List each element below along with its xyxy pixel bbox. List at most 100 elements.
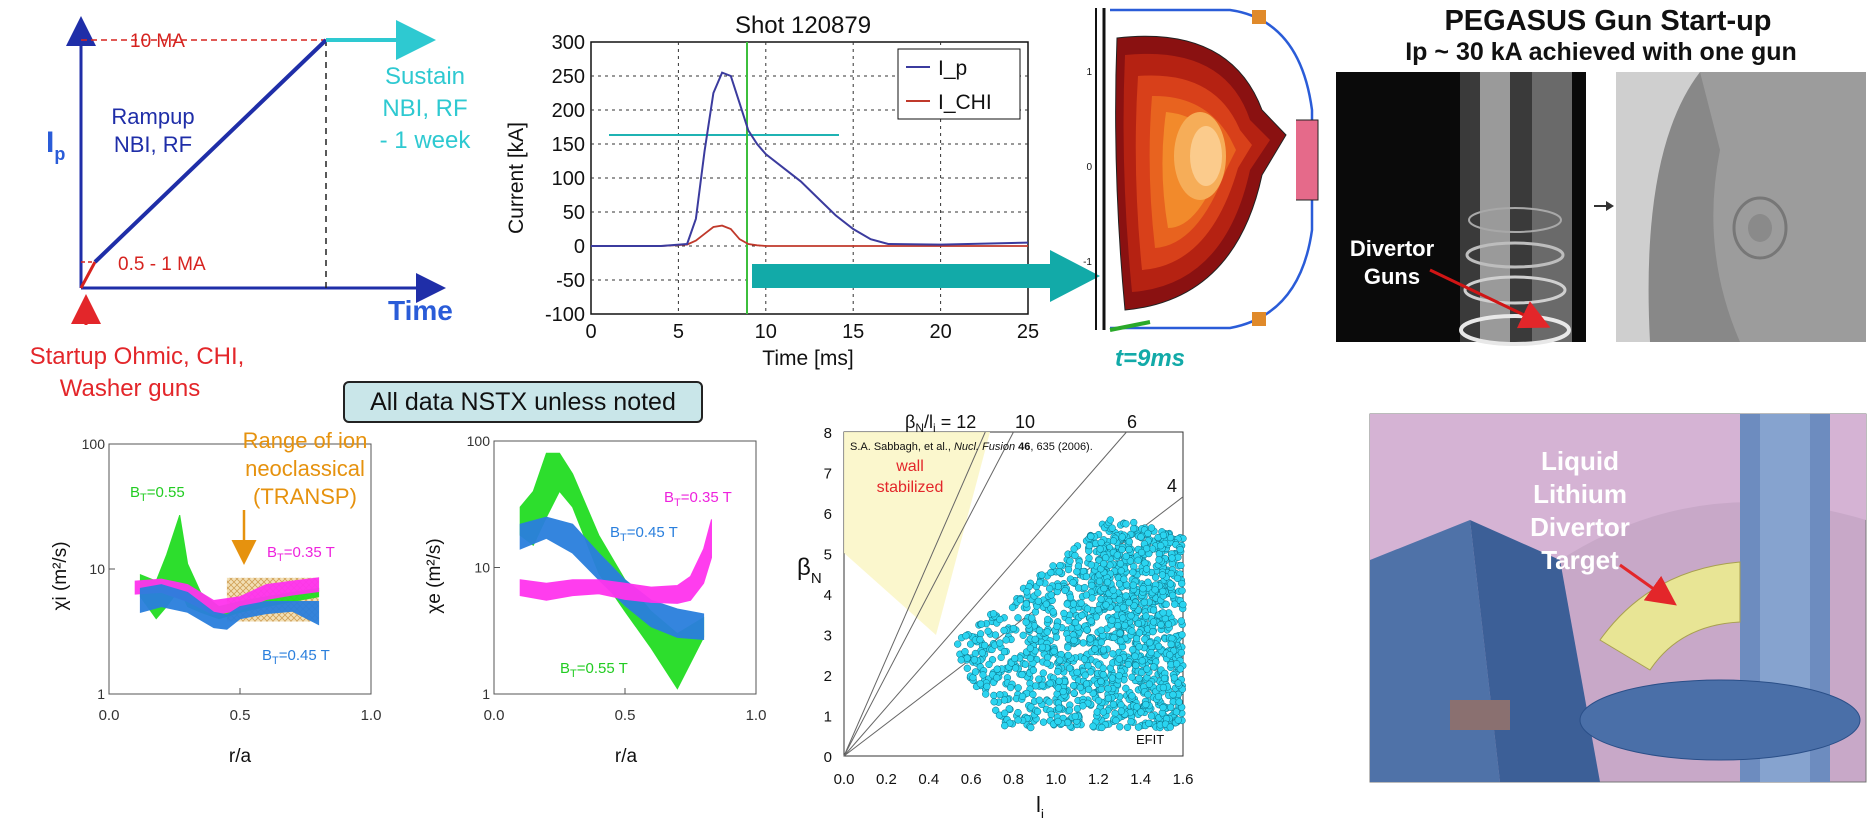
scatter-point xyxy=(1134,723,1143,731)
svg-text:1: 1 xyxy=(1086,67,1092,78)
scatter-point xyxy=(1173,660,1181,668)
scatter-point xyxy=(1124,660,1132,669)
scatter-point xyxy=(1065,664,1074,672)
time-label: t=9ms xyxy=(1115,345,1185,372)
beta-y-tick: 2 xyxy=(824,668,832,685)
scatter-point xyxy=(1174,716,1182,724)
scatter-point xyxy=(1127,718,1135,726)
scatter-point xyxy=(1117,637,1125,645)
scatter-point xyxy=(1164,620,1173,628)
beta-y-tick: 4 xyxy=(824,587,832,604)
efit-label: EFIT xyxy=(1136,732,1164,747)
scatter-point xyxy=(1149,606,1158,614)
scatter-point xyxy=(1014,684,1022,692)
scatter-point xyxy=(1026,644,1034,652)
scatter-point xyxy=(1176,665,1184,673)
scatter-point xyxy=(1113,551,1121,559)
band-bt045t xyxy=(519,516,705,640)
scatter-point xyxy=(1096,545,1104,553)
legend-ip: I_p xyxy=(938,57,967,80)
scatter-point xyxy=(1064,651,1072,659)
beta-x-tick: 0.6 xyxy=(961,771,982,788)
wall-label-1: wall xyxy=(895,458,924,475)
scatter-point xyxy=(1038,681,1046,689)
scatter-point xyxy=(989,610,998,618)
y-tick-label: 1 xyxy=(482,686,490,702)
scatter-point xyxy=(1147,648,1155,657)
shot-legend: I_p I_CHI xyxy=(897,48,1021,120)
lithium-label-3: Divertor xyxy=(1530,512,1630,542)
shot-x-tick: 25 xyxy=(1017,321,1039,343)
scatter-point xyxy=(1125,545,1133,554)
beta-xlabel: li xyxy=(1036,792,1044,818)
scatter-point xyxy=(1005,705,1013,713)
scatter-point xyxy=(1174,679,1182,687)
scatter-point xyxy=(1073,568,1081,576)
rampup-label-2: NBI, RF xyxy=(114,132,192,157)
scatter-point xyxy=(1119,603,1127,612)
scatter-point xyxy=(1087,668,1095,676)
scatter-point xyxy=(1028,614,1036,622)
chi-i-panel: 100 10 1 0.0 0.5 1.0 χi (m²/s) r/a Range of i… xyxy=(50,428,381,767)
shot-y-tick: 300 xyxy=(552,32,585,54)
scatter-point xyxy=(1035,696,1043,704)
scatter-point xyxy=(1019,631,1027,639)
beta-ratio-label: βN/li = 12 xyxy=(905,412,976,435)
lithium-label-1: Liquid xyxy=(1541,446,1619,476)
scatter-point xyxy=(1071,618,1080,627)
scatter-point xyxy=(1133,703,1141,711)
scatter-point xyxy=(1103,578,1112,586)
shot-y-tick: -100 xyxy=(545,304,585,326)
scatter-point xyxy=(962,632,970,640)
shot-y-tick: 250 xyxy=(552,66,585,88)
scatter-point xyxy=(1034,589,1042,597)
beta-scatter-points xyxy=(954,516,1187,732)
scatter-point xyxy=(1167,640,1175,648)
scatter-point xyxy=(1142,612,1150,620)
big-teal-arrow xyxy=(752,250,1100,302)
scatter-point xyxy=(1173,574,1182,583)
x-tick-label: 0.0 xyxy=(484,707,505,724)
scatter-point xyxy=(1155,642,1163,651)
beta-y-tick: 8 xyxy=(824,425,832,442)
divertor-arrow xyxy=(1429,268,1551,329)
scatter-point xyxy=(1171,600,1179,608)
scatter-point xyxy=(1155,556,1163,564)
scatter-point xyxy=(1045,584,1054,593)
wall-label-2: stabilized xyxy=(877,479,944,496)
lithium-panel: Liquid Lithium Divertor Target xyxy=(1369,413,1867,783)
scatter-point xyxy=(1002,636,1010,644)
scatter-point xyxy=(1079,639,1087,647)
scatter-point xyxy=(1001,709,1009,717)
scatter-point xyxy=(1000,648,1009,656)
note-text: All data NSTX unless noted xyxy=(370,387,676,416)
scatter-point xyxy=(1077,599,1085,607)
chi-i-label-045: BT=0.45 T xyxy=(262,647,330,667)
shot-y-tick: 0 xyxy=(574,236,585,258)
scatter-point xyxy=(1166,723,1174,731)
scatter-point xyxy=(1054,667,1062,676)
scatter-point xyxy=(1108,616,1116,624)
scatter-point xyxy=(1115,580,1124,588)
chi-i-label-035: BT=0.35 T xyxy=(267,544,335,564)
scatter-point xyxy=(1084,662,1092,670)
scatter-point xyxy=(1080,655,1089,663)
scatter-point xyxy=(1122,592,1130,600)
scatter-point xyxy=(1159,609,1167,617)
scatter-point xyxy=(1116,629,1124,637)
scatter-point xyxy=(984,627,992,635)
chi-i-bands xyxy=(134,514,320,630)
scatter-point xyxy=(1134,619,1143,628)
scatter-point xyxy=(1023,588,1031,596)
scatter-point xyxy=(992,706,1000,714)
scatter-point xyxy=(1001,722,1009,730)
scatter-point xyxy=(1145,719,1153,727)
scatter-point xyxy=(1127,612,1135,620)
scatter-point xyxy=(1170,674,1178,682)
scatter-point xyxy=(1000,626,1008,635)
scatter-point xyxy=(1169,691,1177,699)
scatter-point xyxy=(1069,600,1078,608)
scatter-point xyxy=(1022,618,1030,626)
band-bt045t xyxy=(139,584,320,630)
scatter-point xyxy=(983,682,991,691)
